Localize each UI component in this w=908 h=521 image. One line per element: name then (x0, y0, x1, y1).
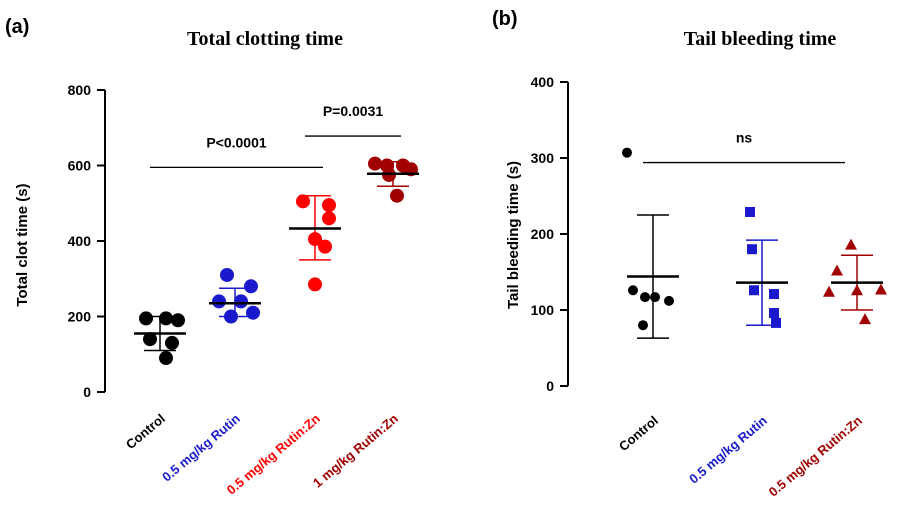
panel-b-data-point (771, 317, 781, 328)
panel-a-category-label: Control (123, 411, 168, 452)
panel-b-data-point (875, 283, 887, 295)
panel-b-data-point (747, 244, 757, 255)
panel-a-category-label: 1 mg/kg Rutin:Zn (310, 411, 401, 491)
panel-b-significance-label: ns (736, 130, 753, 146)
panel-b-category-label: 0.5 mg/kg Rutin:Zn (766, 413, 865, 500)
panel-b-data-point (769, 308, 779, 319)
panel-a-significance-label: P<0.0001 (206, 134, 267, 150)
panel-a-y-tick-label: 0 (83, 384, 91, 400)
panel-a-category-label: 0.5 mg/kg Rutin (159, 411, 243, 485)
panel-b-category-label: Control (616, 413, 661, 454)
panel-b-category-label: 0.5 mg/kg Rutin (686, 413, 770, 487)
panel-a-data-point (165, 335, 179, 350)
panel-b-data-point (859, 313, 871, 325)
panel-a-significance-label: P=0.0031 (323, 103, 384, 119)
panel-a-data-point (308, 232, 322, 247)
panel-b-data-point (823, 285, 835, 297)
panel-b-title: Tail bleeding time (684, 28, 837, 50)
panel-b-data-point (638, 320, 648, 331)
panel-a-data-point (390, 188, 404, 203)
panel-b-data-point (650, 292, 660, 303)
panel-a-data-point (234, 294, 248, 309)
panel-a-data-point (246, 305, 260, 320)
panel-a-data-point (159, 351, 173, 366)
panel-a-data-point (368, 156, 382, 171)
panel-b-data-point (831, 264, 843, 276)
panel-a-data-point (212, 294, 226, 309)
panel-a-data-point (244, 279, 258, 294)
panel-b-data-point (769, 289, 779, 300)
panel-a-data-point (322, 198, 336, 213)
panel-a-y-tick-label: 600 (68, 158, 92, 174)
panel-a-data-point (318, 239, 332, 254)
panel-a-letter: (a) (5, 16, 29, 38)
panel-a-data-point (159, 311, 173, 326)
panel-b-data-point (628, 285, 638, 296)
panel-a-data-point (224, 309, 238, 324)
panel-b-letter: (b) (492, 8, 518, 30)
panel-a-data-point (308, 277, 322, 292)
panel-b-data-point (749, 285, 759, 296)
panel-b-data-point (664, 295, 674, 306)
panel-a-y-tick-label: 200 (68, 309, 92, 325)
panel-b-y-axis-label: Tail bleeding time (s) (505, 161, 522, 309)
panel-a-y-tick-label: 400 (68, 233, 92, 249)
panel-b-data-point (851, 284, 863, 296)
panel-a-data-point (220, 267, 234, 282)
panel-a-data-point (322, 211, 336, 226)
panel-a-y-axis-label: Total clot time (s) (14, 183, 31, 306)
panel-a-title: Total clotting time (187, 28, 343, 50)
panel-a-data-point (171, 313, 185, 328)
panel-b-data-point (845, 238, 857, 250)
panel-b-y-tick-label: 300 (531, 150, 555, 166)
panel-a-y-tick-label: 800 (68, 82, 92, 98)
panel-a-data-point (296, 194, 310, 209)
panel-b-data-point (745, 206, 755, 217)
panel-a-data-point (143, 332, 157, 347)
panel-a-data-point (139, 311, 153, 326)
panel-b-plot: 0 100 200 300 400 ns Control 0.5 mg/kg Rutin0.5… (531, 74, 887, 500)
panel-b-y-tick-label: 400 (531, 74, 555, 90)
panel-b-data-point (640, 292, 650, 303)
panel-b-data-point (622, 147, 632, 158)
panel-b-y-tick-label: 200 (531, 226, 555, 242)
panel-a-plot: 0 200 400 600 800 P<0.0001 P=0.0031 Control0.5 … (68, 82, 419, 498)
panel-b-y-tick-label: 100 (531, 302, 555, 318)
panel-b-y-tick-label: 0 (546, 378, 554, 394)
